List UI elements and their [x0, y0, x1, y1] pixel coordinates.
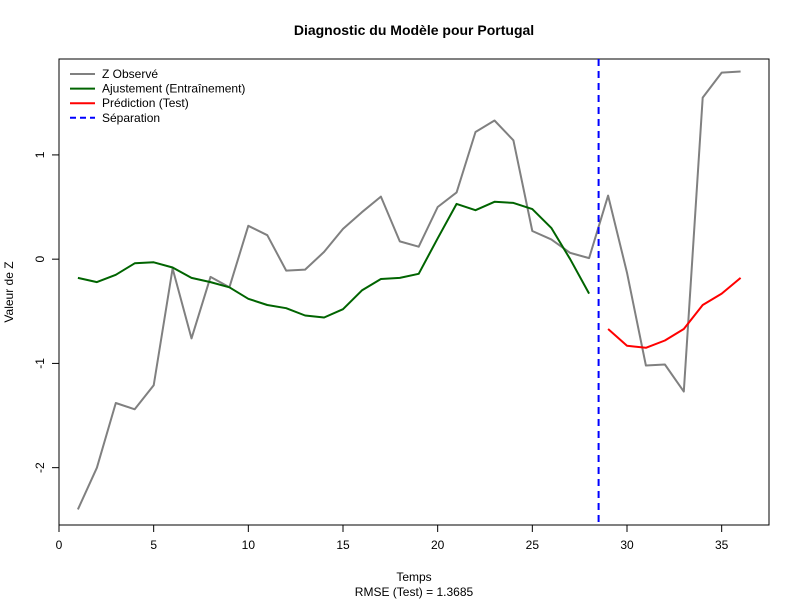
- x-tick-label: 25: [526, 538, 540, 552]
- series-line-2: [607, 277, 742, 349]
- x-tick-label: 10: [242, 538, 256, 552]
- chart-title: Diagnostic du Modèle pour Portugal: [294, 22, 534, 38]
- series-layer: [76, 70, 742, 510]
- legend-label-0: Z Observé: [102, 67, 158, 81]
- y-axis: -2 -1 0 1: [33, 151, 60, 473]
- legend-label-1: Ajustement (Entraînement): [102, 82, 245, 96]
- series-line-0: [76, 70, 741, 510]
- x-tick-label: 20: [431, 538, 445, 552]
- y-tick-label: -2: [33, 462, 47, 473]
- x-tick-label: 35: [715, 538, 729, 552]
- x-tick-label: 15: [336, 538, 350, 552]
- y-axis-label: Valeur de Z: [2, 261, 16, 322]
- x-tick-label: 5: [150, 538, 157, 552]
- y-tick-label: 1: [33, 151, 47, 158]
- rmse-subtitle: RMSE (Test) = 1.3685: [355, 585, 474, 599]
- plot-frame: [58, 58, 770, 526]
- y-tick-label: 0: [33, 256, 47, 263]
- legend-label-2: Prédiction (Test): [102, 96, 189, 110]
- x-axis-label: Temps: [396, 570, 431, 584]
- y-tick-label: -1: [33, 358, 47, 369]
- series-line-1: [77, 200, 590, 319]
- legend-label-3: Séparation: [102, 111, 160, 125]
- x-tick-label: 0: [56, 538, 63, 552]
- x-axis: 0 5 10 15 20 25 30 35: [56, 524, 729, 552]
- x-tick-label: 30: [620, 538, 634, 552]
